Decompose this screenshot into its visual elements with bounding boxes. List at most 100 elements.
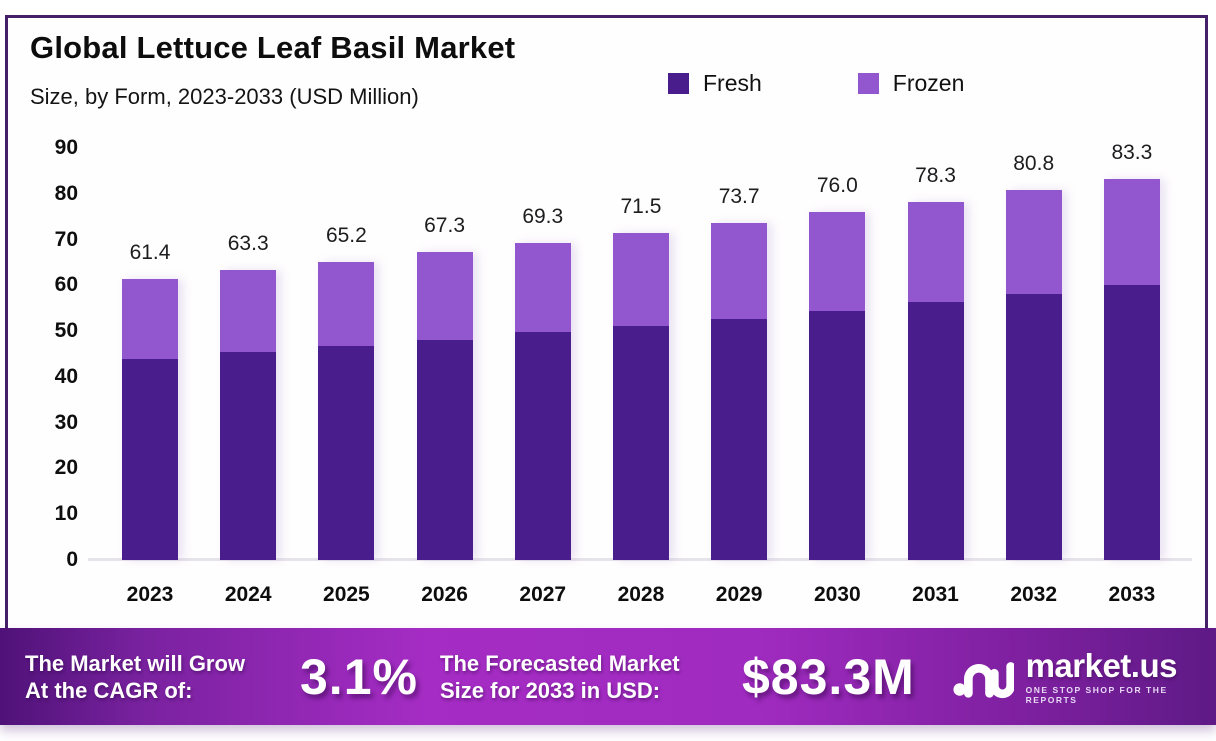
page-title: Global Lettuce Leaf Basil Market [30,30,516,65]
fresh-segment-2032 [1005,294,1062,560]
legend-item-fresh: Fresh [668,70,762,97]
bar-value-label-2023: 61.4 [129,240,171,264]
x-tick-2029: 2029 [715,583,763,606]
bar-2028: 71.5 2028 [612,195,669,606]
brand-logo: market.us ONE STOP SHOP FOR THE REPORTS [952,648,1216,706]
forecast-label: The Forecasted Market Size for 2033 in U… [440,650,680,704]
bar-stack-2025 [318,261,375,560]
forecast-label-line1: The Forecasted Market [440,650,680,676]
market-us-logo-icon [953,661,1014,698]
frozen-segment-2029 [711,222,768,320]
bar-stack-2030 [809,212,866,560]
forecast-value: $83.3M [742,648,915,705]
frozen-segment-2027 [514,242,571,333]
bar-value-label-2030: 76.0 [816,174,858,198]
fresh-segment-2028 [612,325,669,560]
bar-stack-2026 [416,251,473,560]
brand-text: market.us ONE STOP SHOP FOR THE REPORTS [1025,646,1216,705]
bar-2026: 67.3 2026 [416,214,473,606]
frozen-segment-2024 [220,270,277,353]
cagr-label-line2: At the CAGR of: [25,677,193,703]
bar-2023: 61.4 2023 [122,241,178,606]
y-tick-80: 80 [54,181,78,205]
bar-2032: 80.8 2032 [1005,152,1062,606]
x-tick-2030: 2030 [813,583,861,606]
x-tick-2033: 2033 [1108,583,1156,606]
bar-value-label-2033: 83.3 [1111,140,1153,164]
fresh-segment-2025 [318,346,375,560]
bar-value-label-2026: 67.3 [424,213,465,237]
cagr-label: The Market will Grow At the CAGR of: [25,650,245,704]
y-tick-10: 10 [54,502,78,526]
y-tick-20: 20 [54,456,78,480]
y-tick-30: 30 [54,410,78,434]
fresh-segment-2023 [122,358,178,560]
bar-2025: 65.2 2025 [318,224,375,606]
bar-stack-2032 [1005,190,1062,560]
bar-2033: 83.3 2033 [1103,141,1160,606]
bar-stack-2029 [711,222,768,560]
y-tick-40: 40 [54,364,78,388]
footer-band: The Market will Grow At the CAGR of: 3.1… [0,628,1216,725]
x-tick-2032: 2032 [1010,583,1058,606]
bar-2027: 69.3 2027 [514,205,571,606]
bar-stack-2033 [1103,178,1160,560]
bar-2031: 78.3 2031 [907,164,964,606]
x-tick-2028: 2028 [617,583,665,606]
frozen-segment-2025 [318,261,375,347]
bar-value-label-2031: 78.3 [915,163,956,187]
legend-label-fresh: Fresh [703,70,762,96]
legend: Fresh Frozen [668,70,964,97]
legend-item-frozen: Frozen [857,70,965,97]
frozen-segment-2023 [122,278,178,359]
frozen-swatch-icon [857,73,879,94]
bar-stack-2027 [514,242,571,560]
y-tick-0: 0 [66,548,78,571]
fresh-swatch-icon [668,73,689,94]
x-tick-2023: 2023 [126,583,174,606]
fresh-segment-2026 [416,339,473,560]
cagr-value: 3.1% [300,648,418,705]
frozen-segment-2028 [612,232,669,326]
frozen-segment-2030 [809,212,866,311]
y-tick-50: 50 [54,319,78,343]
fresh-segment-2033 [1103,285,1160,560]
fresh-segment-2029 [711,319,768,560]
bar-value-label-2028: 71.5 [620,194,662,218]
fresh-segment-2030 [809,310,866,560]
x-tick-2024: 2024 [224,583,272,606]
x-tick-2026: 2026 [421,583,468,606]
x-tick-2031: 2031 [912,583,959,606]
bar-2024: 63.3 2024 [220,232,277,606]
cagr-label-line1: The Market will Grow [25,650,246,676]
fresh-segment-2027 [514,332,571,560]
brand-tagline: ONE STOP SHOP FOR THE REPORTS [1025,684,1168,705]
frozen-segment-2031 [907,201,964,303]
y-tick-90: 90 [54,135,78,159]
fresh-segment-2031 [907,302,964,560]
y-tick-70: 70 [54,227,78,251]
x-tick-2027: 2027 [519,583,567,606]
frozen-segment-2033 [1103,178,1160,286]
legend-label-frozen: Frozen [892,70,965,96]
bar-stack-2024 [220,270,277,560]
bars-row: 61.4 2023 63.3 2024 65.2 2025 67.3 2026 69.3 2027… [122,141,1160,606]
bar-value-label-2032: 80.8 [1013,152,1055,176]
forecast-label-line2: Size for 2033 in USD: [440,677,661,703]
bar-value-label-2029: 73.7 [718,184,760,208]
frozen-segment-2026 [416,251,473,340]
page-subtitle: Size, by Form, 2023-2033 (USD Million) [30,84,419,109]
y-tick-60: 60 [54,273,78,297]
bar-stack-2028 [612,232,669,560]
bar-2030: 76.0 2030 [809,174,866,606]
bar-stack-2031 [907,201,964,560]
bar-value-label-2027: 69.3 [522,204,564,228]
x-tick-2025: 2025 [323,583,370,606]
bar-value-label-2024: 63.3 [227,232,269,256]
bar-value-label-2025: 65.2 [325,223,367,247]
fresh-segment-2024 [220,352,277,560]
brand-name: market.us [1025,646,1178,684]
bar-stack-2023 [122,278,178,560]
bar-2029: 73.7 2029 [711,185,768,606]
frozen-segment-2032 [1005,190,1062,295]
